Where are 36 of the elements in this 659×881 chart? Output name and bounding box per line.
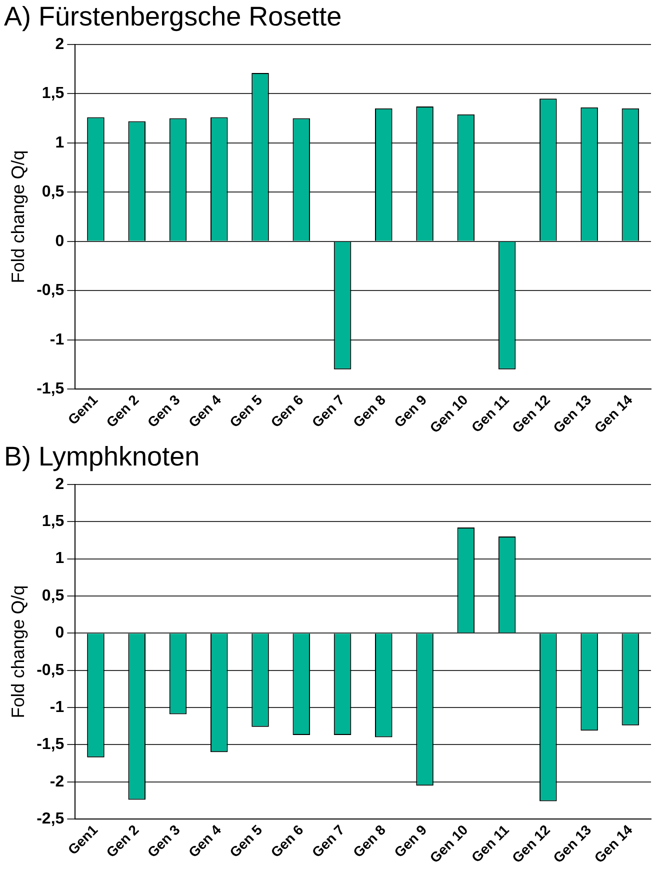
chart-title: A) Fürstenbergsche Rosette	[4, 2, 342, 32]
y-axis-title: Fold change Q/q	[8, 585, 28, 718]
y-tick-label: -1,5	[36, 380, 64, 398]
y-tick-label: -1,5	[36, 736, 64, 754]
x-tick-label: Gen 2	[102, 391, 142, 430]
x-tick-label: Gen 3	[144, 821, 183, 860]
y-tick-label: 0,5	[42, 184, 64, 201]
x-tick-label: Gen 5	[226, 821, 266, 860]
y-tick-label: -0,5	[36, 662, 64, 679]
y-tick-label: -1	[50, 698, 64, 716]
y-axis-title: Fold change Q/q	[8, 150, 28, 284]
x-tick-label: Gen 2	[102, 821, 142, 860]
x-tick-label: Gen 7	[308, 391, 348, 430]
x-tick-label: Gen 4	[185, 821, 224, 860]
y-tick-label: -2,5	[36, 810, 64, 828]
y-tick-label: 1	[55, 134, 64, 152]
y-tick-label: -0,5	[36, 282, 64, 300]
y-tick-label: -2	[50, 773, 64, 790]
y-tick-label: 1,5	[42, 85, 64, 102]
y-tick-label: 2	[55, 36, 64, 53]
x-tick-label: Gen 8	[350, 821, 389, 860]
x-tick-label: Gen 6	[267, 391, 306, 430]
chart-title: B) Lymphknoten	[4, 442, 200, 472]
y-tick-label: 1	[55, 550, 64, 568]
x-tick-label: Gen 7	[308, 821, 348, 860]
x-tick-label: Gen 8	[350, 391, 389, 430]
y-tick-label: 0,5	[42, 587, 64, 604]
y-tick-label: -1	[50, 331, 64, 348]
x-tick-label: Gen 6	[267, 821, 306, 860]
x-tick-label: Gen 4	[185, 391, 224, 430]
x-tick-label: Gen 3	[144, 391, 183, 430]
y-tick-label: 1,5	[42, 512, 64, 530]
y-tick-label: 2	[55, 476, 64, 493]
y-tick-label: 0	[55, 232, 64, 250]
x-tick-label: Gen 5	[226, 391, 266, 430]
y-tick-label: 0	[55, 624, 64, 642]
